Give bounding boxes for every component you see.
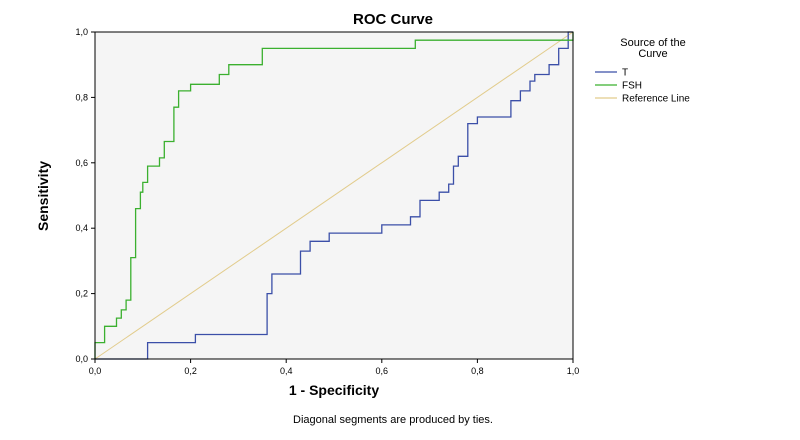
y-tick-label: 1,0: [75, 27, 88, 37]
y-axis-label: Sensitivity: [35, 161, 51, 231]
legend-entry: FSH: [622, 81, 642, 92]
legend-entry: T: [622, 68, 628, 79]
roc-chart-svg: 0,0 0,2 0,4 0,6 0,8 1,0 0,0 0,2 0,4 0,6 0,8 1,0 ROC…: [0, 0, 800, 440]
x-tick-label: 0,8: [471, 366, 484, 376]
footnote: Diagonal segments are produced by ties.: [293, 414, 493, 426]
roc-chart: 0,0 0,2 0,4 0,6 0,8 1,0 0,0 0,2 0,4 0,6 0,8 1,0 ROC…: [0, 0, 800, 440]
x-tick-label: 1,0: [567, 366, 580, 376]
x-tick-label: 0,2: [184, 366, 197, 376]
legend-entry: Reference Line: [622, 94, 690, 105]
x-axis-label: 1 - Specificity: [289, 382, 379, 398]
y-tick-label: 0,6: [75, 158, 88, 168]
y-tick-label: 0,2: [75, 289, 88, 299]
legend-title: Curve: [638, 48, 667, 60]
chart-title: ROC Curve: [353, 11, 433, 28]
x-tick-label: 0,4: [280, 366, 293, 376]
y-tick-label: 0,0: [75, 354, 88, 364]
plot-area: 0,0 0,2 0,4 0,6 0,8 1,0 0,0 0,2 0,4 0,6 0,8 1,0: [75, 27, 579, 376]
y-tick-label: 0,8: [75, 92, 88, 102]
x-tick-label: 0,0: [89, 366, 102, 376]
x-tick-label: 0,6: [376, 366, 389, 376]
y-tick-label: 0,4: [75, 223, 88, 233]
